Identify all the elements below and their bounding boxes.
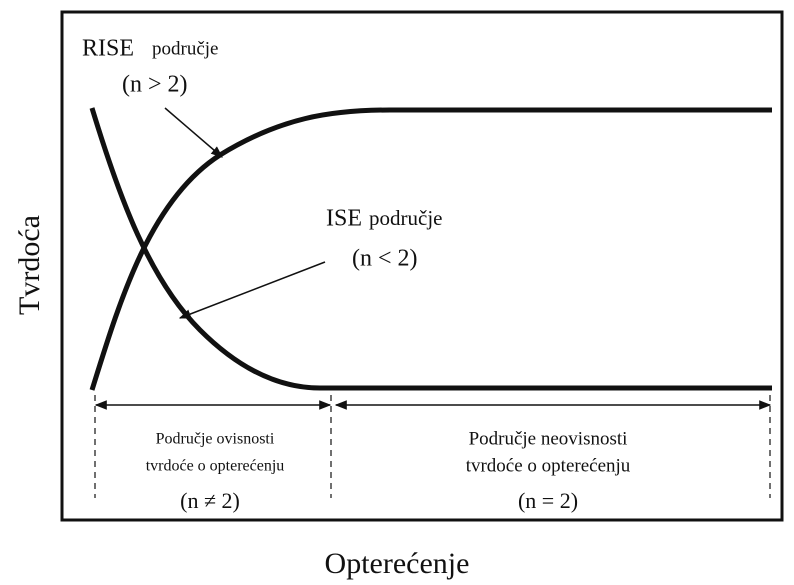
rise-curve xyxy=(89,107,772,391)
right-condition: (n = 2) xyxy=(518,488,578,513)
rise-condition: (n > 2) xyxy=(122,72,188,98)
ise-arrow xyxy=(178,261,326,319)
y-axis-label: Tvrdoća xyxy=(13,215,46,315)
rise-name: RISE xyxy=(82,36,134,62)
x-axis-label: Opterećenje xyxy=(325,547,470,580)
ise-suffix: područje xyxy=(369,206,442,230)
left-line2: tvrdoće o opterećenju xyxy=(146,458,285,475)
ise-curve xyxy=(89,107,772,391)
left-condition: (n ≠ 2) xyxy=(180,488,240,513)
left-line1: Područje ovisnosti xyxy=(156,431,275,448)
ise-name: ISE xyxy=(326,206,362,232)
right-line2: tvrdoće o opterećenju xyxy=(466,455,631,476)
ise-condition: (n < 2) xyxy=(352,246,418,272)
frame xyxy=(60,10,784,522)
right-line1: Područje neovisnosti xyxy=(469,428,628,449)
rise-suffix: područje xyxy=(152,38,218,59)
rise-arrow xyxy=(164,107,223,158)
